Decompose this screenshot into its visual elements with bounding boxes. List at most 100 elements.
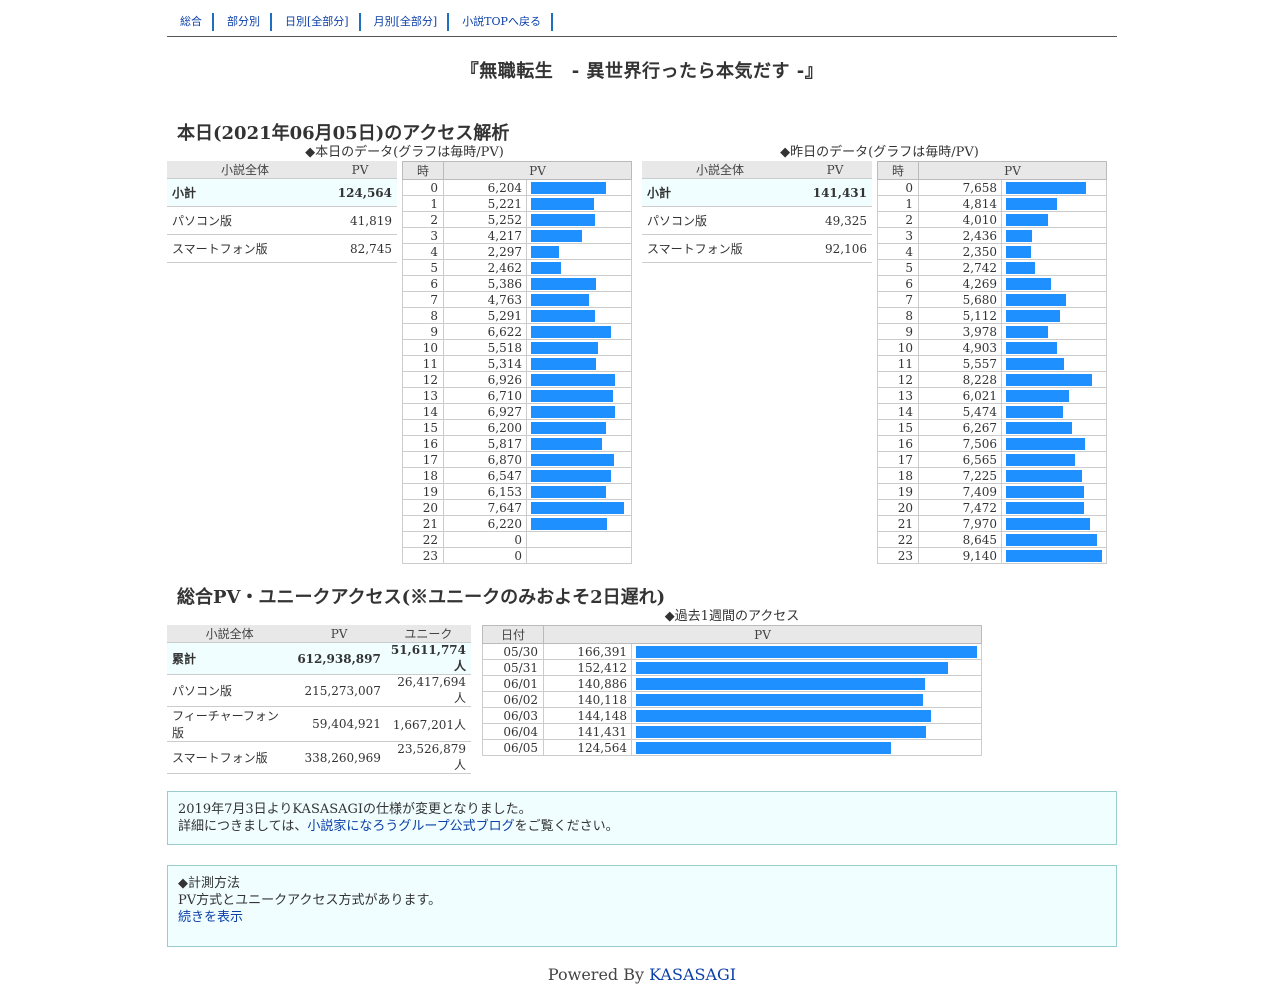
- table-header-row: 日付 PV: [482, 625, 982, 644]
- top-nav: 総合 部分別 日別[全部分] 月別[全部分] 小説TOPへ戻る: [167, 0, 1117, 37]
- yesterday-summary-table: 小説全体 PV 小計 141,431 パソコン版 49,325 スマートフォン版 92,1…: [642, 161, 872, 263]
- cell-label: パソコン版: [167, 674, 293, 707]
- table-row: 06/02 140,118: [482, 691, 982, 708]
- cell-pv: 7,647: [443, 499, 527, 516]
- notice-text-pre: 詳細につきましては、: [178, 819, 308, 834]
- cell-bar: [1001, 467, 1107, 484]
- cell-pv: 4,903: [918, 339, 1002, 356]
- pv-bar: [1006, 421, 1072, 434]
- nav-link-by-part[interactable]: 部分別: [227, 15, 260, 28]
- pv-bar: [531, 453, 614, 466]
- col-header-unique: ユニーク: [385, 625, 471, 643]
- pv-bar: [531, 389, 613, 402]
- cell-pv: 6,220: [443, 515, 527, 532]
- cell-bar: [526, 291, 632, 308]
- page-container: 総合 部分別 日別[全部分] 月別[全部分] 小説TOPへ戻る 『無職転生 - 異世界行…: [167, 0, 1117, 984]
- cell-pv: 6,710: [443, 387, 527, 404]
- col-header-hour: 時: [877, 161, 919, 180]
- cell-bar: [526, 275, 632, 292]
- cell-bar: [1001, 323, 1107, 340]
- nav-item-overall[interactable]: 総合: [167, 13, 214, 31]
- cell-h: 10: [402, 339, 444, 356]
- nav-link-overall[interactable]: 総合: [180, 15, 202, 28]
- cell-d: 05/30: [482, 643, 544, 660]
- cell-bar: [526, 227, 632, 244]
- table-row: 14 6,927: [402, 403, 632, 420]
- nav-item-daily[interactable]: 日別[全部分]: [272, 13, 361, 31]
- table-row: 6 4,269: [877, 275, 1107, 292]
- cell-bar: [1001, 291, 1107, 308]
- cell-pv: 82,745: [323, 234, 397, 263]
- pv-bar: [1006, 245, 1031, 258]
- table-row: 7 5,680: [877, 291, 1107, 308]
- cell-h: 4: [402, 243, 444, 260]
- pv-bar: [636, 693, 923, 706]
- nav-item-monthly[interactable]: 月別[全部分]: [361, 13, 450, 31]
- pv-bar: [1006, 405, 1063, 418]
- pv-bar: [1006, 309, 1060, 322]
- cell-bar: [1001, 419, 1107, 436]
- cell-label: 小計: [167, 178, 323, 207]
- cell-pv: 8,228: [918, 371, 1002, 388]
- col-header-pv: PV: [543, 625, 982, 644]
- cell-pv: 4,217: [443, 227, 527, 244]
- cell-pv: 144,148: [543, 707, 632, 724]
- cell-pv: 9,140: [918, 547, 1002, 564]
- cell-pv: 5,291: [443, 307, 527, 324]
- cell-pv: 6,927: [443, 403, 527, 420]
- pv-bar: [1006, 437, 1085, 450]
- cell-bar: [1001, 531, 1107, 548]
- total-heading: 総合PV・ユニークアクセス(※ユニークのみおよそ2日遅れ): [177, 587, 666, 608]
- show-more-link[interactable]: 続きを表示: [178, 910, 244, 925]
- cell-pv: 124,564: [543, 739, 632, 756]
- table-row: 19 6,153: [402, 483, 632, 500]
- cell-pv: 5,518: [443, 339, 527, 356]
- cell-bar: [1001, 355, 1107, 372]
- nav-link-novel-top[interactable]: 小説TOPへ戻る: [462, 15, 541, 28]
- cell-h: 14: [877, 403, 919, 420]
- cell-pv: 7,658: [918, 179, 1002, 196]
- cell-bar: [631, 707, 982, 724]
- table-row: 0 6,204: [402, 179, 632, 196]
- cell-h: 23: [877, 547, 919, 564]
- pv-bar: [1006, 341, 1057, 354]
- cell-h: 20: [877, 499, 919, 516]
- method-box: ◆計測方法 PV方式とユニークアクセス方式があります。 続きを表示: [167, 865, 1117, 947]
- col-header-pv: PV: [918, 161, 1107, 180]
- pv-bar: [531, 229, 582, 242]
- cell-bar: [526, 307, 632, 324]
- cell-h: 8: [877, 307, 919, 324]
- cell-d: 06/02: [482, 691, 544, 708]
- cell-h: 0: [877, 179, 919, 196]
- notice-line-1: 2019年7月3日よりKASASAGIの仕様が変更となりました。: [178, 802, 532, 817]
- cell-bar: [1001, 227, 1107, 244]
- nav-link-monthly[interactable]: 月別[全部分]: [373, 15, 438, 28]
- total-summary-table: 小説全体 PV ユニーク 累計 612,938,897 51,611,774人 パソコ…: [167, 625, 471, 774]
- table-row: 05/31 152,412: [482, 659, 982, 676]
- cell-h: 19: [877, 483, 919, 500]
- pv-bar: [1006, 325, 1048, 338]
- table-row: 21 6,220: [402, 515, 632, 532]
- cell-bar: [1001, 339, 1107, 356]
- cell-bar: [526, 483, 632, 500]
- table-row: 12 8,228: [877, 371, 1107, 388]
- cell-label: スマートフォン版: [167, 741, 293, 774]
- pv-bar: [636, 709, 931, 722]
- col-header-novel: 小説全体: [642, 161, 798, 179]
- nav-link-daily[interactable]: 日別[全部分]: [285, 15, 349, 28]
- method-text: PV方式とユニークアクセス方式があります。: [178, 893, 442, 908]
- nav-item-novel-top[interactable]: 小説TOPへ戻る: [449, 13, 553, 31]
- blog-link[interactable]: 小説家になろうグループ公式ブログ: [307, 819, 515, 834]
- kasasagi-link[interactable]: KASASAGI: [649, 965, 737, 984]
- table-row: 2 5,252: [402, 211, 632, 228]
- cell-h: 10: [877, 339, 919, 356]
- col-header-pv: PV: [323, 161, 397, 179]
- cell-bar: [526, 403, 632, 420]
- cell-h: 6: [877, 275, 919, 292]
- pv-bar: [1006, 517, 1090, 530]
- cell-pv: 41,819: [323, 206, 397, 235]
- cell-pv: 2,436: [918, 227, 1002, 244]
- table-row: 23 9,140: [877, 547, 1107, 564]
- nav-item-by-part[interactable]: 部分別: [214, 13, 272, 31]
- cell-pv: 92,106: [798, 234, 872, 263]
